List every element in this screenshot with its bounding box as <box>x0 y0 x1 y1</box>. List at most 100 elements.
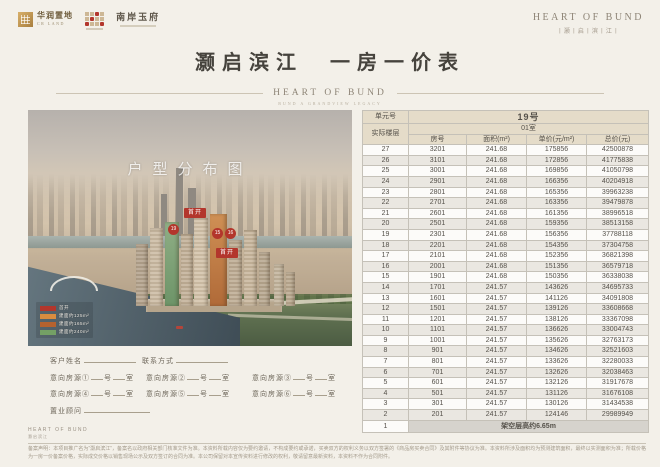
price-table: 单元号 19号 实际楼层 01室 房号 面积(m²) 单价(元/m²) 总价(元) 2… <box>362 110 650 433</box>
cr-land-logo: 华润置地 CR LAND <box>18 12 73 27</box>
cell-floor: 17 <box>362 250 409 262</box>
intent-room-line <box>209 389 221 396</box>
cell-total-price: 31917678 <box>585 377 650 389</box>
tower <box>286 272 295 306</box>
cell-unit-price: 175856 <box>526 144 587 156</box>
tower <box>181 234 193 306</box>
cell-room: 1001 <box>408 334 467 347</box>
table-row: 26 3101 241.68 172856 41775838 <box>362 154 650 167</box>
divider-line-left <box>56 92 264 94</box>
cell-unit-price: 124146 <box>526 409 587 421</box>
cell-room: 1601 <box>408 292 467 305</box>
photo-boat <box>176 326 183 329</box>
cr-land-icon <box>18 12 33 27</box>
suffix-room: 室 <box>126 390 134 398</box>
cell-floor: 16 <box>362 260 409 273</box>
divider-text: HEART OF BUND <box>273 88 387 98</box>
grid-pattern-icon <box>85 12 105 27</box>
tower <box>259 252 270 306</box>
cell-area: 241.68 <box>466 250 527 262</box>
cell-unit-price: 152356 <box>526 250 587 262</box>
cell-area: 241.57 <box>466 324 527 336</box>
distant-tower <box>161 194 167 236</box>
table-row: 16 2001 241.68 151356 36579718 <box>362 260 650 273</box>
cell-room: 3001 <box>408 165 467 177</box>
cell-floor: 19 <box>362 228 409 241</box>
legend-item: 建面约165m² <box>40 321 89 327</box>
cell-total-price: 40204918 <box>585 175 650 188</box>
cell-floor: 2 <box>362 409 409 421</box>
cell-room: 2301 <box>408 228 467 241</box>
suffix-room: 室 <box>222 374 230 382</box>
cell-room: 2701 <box>408 197 467 209</box>
cell-unit-price: 165356 <box>526 186 587 199</box>
cr-land-name-cn: 华润置地 <box>37 11 73 20</box>
table-row: 27 3201 241.68 175856 42500878 <box>362 144 650 156</box>
intent-label: 意向房源⑤ <box>146 390 186 398</box>
suffix-building: 号 <box>104 390 112 398</box>
intent-room-line <box>315 373 327 380</box>
suffix-room: 室 <box>222 390 230 398</box>
cell-unit-price: 135626 <box>526 334 587 347</box>
cell-area: 241.68 <box>466 144 527 156</box>
intent-room-line <box>113 373 125 380</box>
cell-total-price: 32521603 <box>585 345 650 358</box>
table-row: 15 1901 241.68 150356 36338038 <box>362 271 650 283</box>
advisor-line <box>84 406 150 413</box>
cell-total-price: 37304758 <box>585 239 650 252</box>
cell-room: 2001 <box>408 260 467 273</box>
cell-room: 1501 <box>408 303 467 315</box>
cell-unit-price: 132626 <box>526 366 587 379</box>
cell-area: 241.57 <box>466 292 527 305</box>
cell-unit-price: 133626 <box>526 356 587 368</box>
price-table-body: 27 3201 241.68 175856 42500878 26 3101 2… <box>362 144 650 421</box>
cell-area: 241.57 <box>466 377 527 389</box>
cell-floor: 3 <box>362 398 409 411</box>
suffix-room: 室 <box>328 390 336 398</box>
legend-label: 首开 <box>59 305 69 310</box>
customer-name-label: 客户姓名 <box>50 357 82 365</box>
brand-en: HEART OF BUND <box>532 12 644 23</box>
cell-unit-price: 134626 <box>526 345 587 358</box>
cell-unit-price: 159356 <box>526 218 587 230</box>
cell-room: 301 <box>408 398 467 411</box>
building-16-badge: 16 <box>225 228 236 239</box>
logo-group: 华润置地 CR LAND 南岸玉府 <box>18 12 160 31</box>
photo-watermark: 户型分布图 <box>127 162 253 178</box>
cell-room: 2501 <box>408 218 467 230</box>
cell-area: 241.68 <box>466 260 527 273</box>
page-footer: HEART OF BUND 灏启滨江 备案声明：本项目推广名为“灏启滨江”，备案… <box>28 427 646 462</box>
suffix-building: 号 <box>104 374 112 382</box>
cell-total-price: 33608668 <box>585 303 650 315</box>
table-row: 3 301 241.57 130126 31434538 <box>362 398 650 411</box>
cell-area: 241.57 <box>466 387 527 400</box>
table-row: 4 501 241.57 131126 31676108 <box>362 387 650 400</box>
footer-caption-en: HEART OF BUND <box>28 427 89 433</box>
table-row: 23 2801 241.68 165356 39963238 <box>362 186 650 199</box>
field-contact: 联系方式 <box>142 356 262 366</box>
field-customer-name: 客户姓名 <box>50 356 142 366</box>
cell-floor: 20 <box>362 218 409 230</box>
cell-unit-price: 169856 <box>526 165 587 177</box>
cell-floor: 4 <box>362 387 409 400</box>
cell-room: 1701 <box>408 281 467 294</box>
unit-label-cell: 单元号 <box>362 110 409 124</box>
cell-unit-price: 132126 <box>526 377 587 389</box>
cell-area: 241.68 <box>466 154 527 167</box>
divider-line-right <box>396 92 605 94</box>
intent-room-line <box>209 373 221 380</box>
cell-floor: 9 <box>362 334 409 347</box>
tower <box>150 228 163 306</box>
cell-unit-price: 150356 <box>526 271 587 283</box>
table-row: 12 1501 241.57 139126 33608668 <box>362 303 650 315</box>
advisor-label: 置业顾问 <box>50 407 82 415</box>
cell-unit-price: 151356 <box>526 260 587 273</box>
footer-rule <box>28 443 646 444</box>
cell-room: 1901 <box>408 271 467 283</box>
cell-floor: 18 <box>362 239 409 252</box>
table-row: 22 2701 241.68 163356 39479878 <box>362 197 650 209</box>
cell-unit-price: 138126 <box>526 313 587 326</box>
legend-label: 建面约165m² <box>59 321 90 326</box>
cell-total-price: 36338038 <box>585 271 650 283</box>
cell-floor: 24 <box>362 175 409 188</box>
